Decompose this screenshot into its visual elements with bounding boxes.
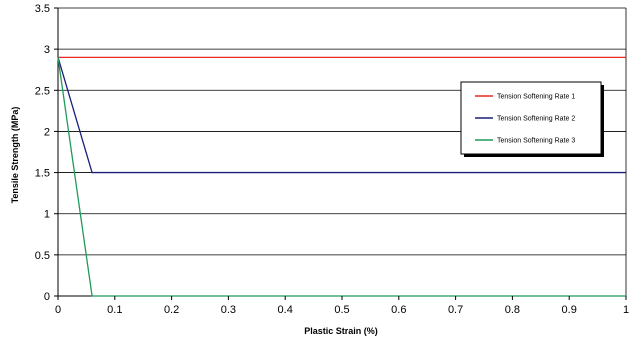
x-tick-label: 0.1: [107, 304, 122, 316]
y-axis-ticks: 0 0.5 1 1.5 2 2.5 3 3.5: [35, 3, 58, 303]
y-tick-label: 0.5: [35, 250, 50, 262]
x-axis-ticks: 0 0.1 0.2 0.3 0.4 0.5 0.6 0.7 0.8 0.9 1: [55, 296, 629, 316]
x-tick-label: 1: [623, 304, 629, 316]
series-line-2: [57, 57, 626, 174]
y-tick-label: 3: [44, 44, 50, 56]
series-line-3: [57, 57, 626, 297]
y-tick-label: 3.5: [35, 3, 50, 15]
legend-label-2: Tension Softening Rate 2: [497, 116, 575, 123]
x-tick-label: 0.8: [505, 304, 520, 316]
y-tick-label: 0: [44, 291, 50, 303]
y-axis-title: Tensile Strength (MPa): [10, 107, 20, 204]
y-tick-label: 1: [44, 209, 50, 221]
x-axis-title: Plastic Strain (%): [304, 326, 378, 336]
y-tick-label: 2: [44, 126, 50, 138]
y-tick-label: 2.5: [35, 85, 50, 97]
legend-label-1: Tension Softening Rate 1: [497, 94, 575, 101]
x-tick-label: 0.5: [334, 304, 349, 316]
x-tick-label: 0.3: [221, 304, 236, 316]
series-layer: [57, 56, 626, 297]
x-tick-label: 0.4: [278, 304, 293, 316]
legend-label-3: Tension Softening Rate 3: [497, 138, 575, 145]
x-tick-label: 0: [55, 304, 61, 316]
x-tick-label: 0.9: [562, 304, 577, 316]
x-tick-label: 0.2: [164, 304, 179, 316]
y-tick-label: 1.5: [35, 168, 50, 180]
x-tick-label: 0.7: [448, 304, 463, 316]
x-tick-label: 0.6: [391, 304, 406, 316]
legend: Tension Softening Rate 1 Tension Softenin…: [460, 81, 604, 157]
